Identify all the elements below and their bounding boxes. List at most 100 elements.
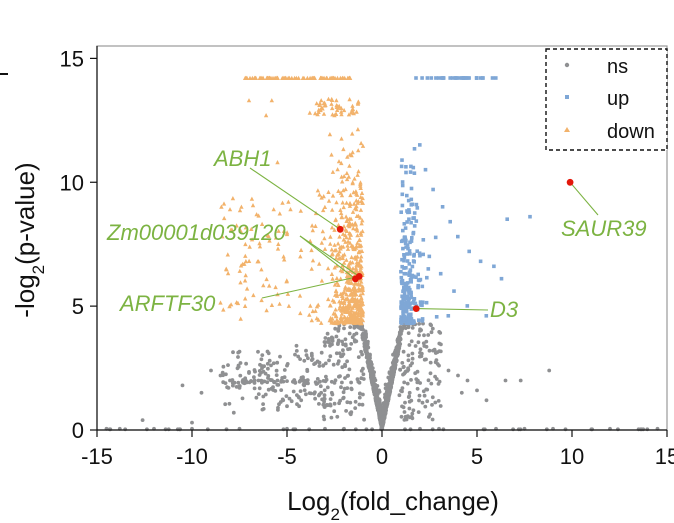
x-tick-label: 5 — [471, 444, 483, 469]
point-ns — [328, 397, 333, 401]
point-up — [411, 259, 416, 263]
point-ns — [285, 363, 289, 368]
point-ns — [294, 349, 299, 353]
point-down — [347, 97, 352, 102]
point-ns — [252, 368, 257, 372]
point-ns — [287, 396, 292, 401]
point-down — [265, 75, 270, 80]
point-up — [409, 307, 414, 311]
point-up — [402, 266, 406, 270]
point-ns — [394, 345, 399, 350]
point-down — [256, 259, 261, 264]
point-ns — [436, 382, 441, 386]
x-tick-label: 0 — [376, 444, 388, 469]
point-down — [344, 317, 349, 322]
point-ns — [348, 347, 352, 351]
point-down — [288, 207, 293, 212]
point-ns — [323, 336, 328, 340]
point-down — [353, 220, 358, 225]
point-ns — [396, 348, 401, 353]
point-ns — [260, 407, 265, 412]
x-axis-title-post: (fold_change) — [340, 486, 499, 516]
point-ns — [274, 368, 279, 373]
annotation-callouts: ABH1 Zm00001d039120 ARFTF30 D3 SAUR39 — [106, 146, 647, 322]
point-up — [407, 291, 411, 295]
point-down — [224, 266, 229, 271]
point-down — [333, 313, 338, 318]
point-ns — [341, 342, 345, 347]
point-ns — [409, 339, 414, 344]
point-down — [326, 189, 331, 194]
point-up — [421, 252, 425, 257]
point-down — [339, 210, 344, 216]
point-down — [356, 282, 361, 287]
point-up — [426, 267, 431, 271]
point-down — [334, 288, 339, 293]
point-down — [340, 305, 345, 311]
point-ns — [307, 427, 312, 432]
point-down — [350, 296, 355, 301]
point-ns — [390, 365, 394, 370]
point-down — [334, 200, 339, 205]
point-down — [354, 243, 359, 248]
point-ns — [319, 350, 324, 355]
point-down — [221, 307, 226, 312]
point-ns — [337, 374, 341, 379]
point-down — [340, 269, 345, 274]
point-ns — [273, 389, 278, 393]
point-down — [238, 280, 243, 285]
point-down — [329, 271, 335, 276]
point-ns — [266, 376, 270, 380]
point-ns — [345, 400, 350, 405]
axes: -15 -10 -5 0 5 10 15 0 5 10 15 — [60, 46, 674, 469]
point-down — [341, 204, 346, 210]
point-down — [358, 207, 364, 212]
point-up — [453, 76, 458, 80]
point-up — [461, 76, 466, 80]
x-axis-title-sub: 2 — [330, 505, 339, 523]
point-ns — [401, 365, 406, 370]
callout-line — [249, 167, 341, 230]
point-ns — [306, 356, 310, 361]
point-ns — [209, 368, 213, 373]
point-down — [357, 249, 363, 254]
point-up — [441, 76, 445, 80]
point-ns — [271, 361, 276, 366]
point-down — [319, 320, 324, 325]
point-ns — [397, 393, 402, 398]
point-ns — [325, 403, 330, 408]
point-ns — [401, 372, 405, 377]
point-down — [342, 298, 347, 304]
point-up — [475, 76, 479, 80]
point-ns — [281, 398, 286, 403]
point-ns — [343, 337, 348, 342]
point-down — [298, 208, 303, 213]
point-ns — [433, 400, 438, 405]
point-down — [353, 265, 359, 270]
point-ns — [406, 331, 411, 335]
point-up — [457, 76, 462, 80]
point-ns — [375, 401, 380, 406]
point-down — [300, 75, 306, 80]
point-down — [339, 109, 344, 114]
point-down — [354, 109, 359, 114]
point-ns — [335, 414, 340, 419]
point-ns — [411, 408, 416, 413]
point-ns — [247, 380, 252, 385]
point-down — [313, 308, 318, 313]
point-up — [420, 284, 425, 289]
point-up — [409, 318, 414, 323]
point-ns — [232, 380, 237, 385]
point-down — [330, 169, 336, 174]
point-down — [341, 224, 347, 229]
point-ns — [225, 385, 230, 390]
point-ns — [372, 391, 377, 396]
point-down — [336, 188, 341, 193]
point-ns — [291, 389, 296, 394]
point-ns — [547, 368, 552, 373]
point-ns — [322, 388, 327, 393]
point-down — [337, 306, 342, 311]
point-ns — [259, 379, 264, 384]
point-ns — [226, 363, 230, 367]
